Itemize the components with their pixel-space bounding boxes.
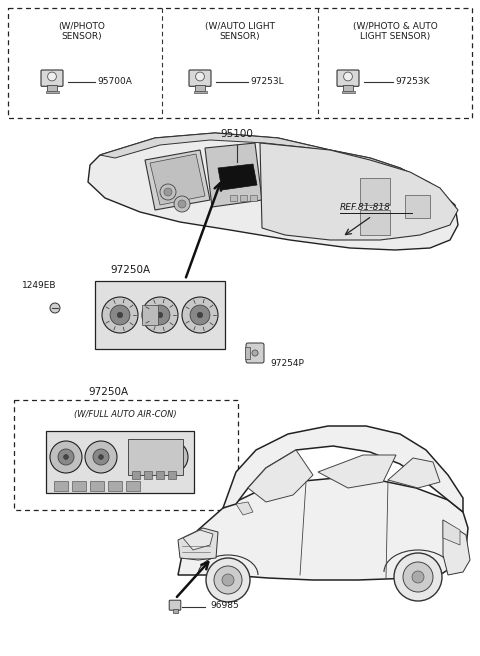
Circle shape (182, 297, 218, 333)
Text: (W/PHOTO
SENSOR): (W/PHOTO SENSOR) (59, 22, 106, 41)
Text: (W/PHOTO & AUTO
LIGHT SENSOR): (W/PHOTO & AUTO LIGHT SENSOR) (353, 22, 437, 41)
Bar (343, 85, 353, 91)
Circle shape (344, 72, 352, 81)
Bar (8, 8, 472, 118)
Polygon shape (443, 520, 460, 545)
Polygon shape (443, 520, 470, 575)
Circle shape (412, 571, 424, 583)
Circle shape (222, 574, 234, 586)
Polygon shape (178, 478, 468, 580)
Circle shape (178, 200, 186, 208)
Text: 97253L: 97253L (250, 77, 284, 87)
Text: 95100: 95100 (221, 129, 253, 139)
Bar (72, 481, 86, 491)
Polygon shape (218, 164, 257, 190)
FancyBboxPatch shape (230, 163, 244, 174)
Text: 97250A: 97250A (110, 265, 150, 275)
Circle shape (142, 297, 178, 333)
Bar (234, 174, 240, 178)
Circle shape (157, 312, 163, 318)
FancyBboxPatch shape (169, 600, 181, 610)
Circle shape (174, 196, 190, 212)
Circle shape (214, 566, 242, 594)
Circle shape (117, 312, 123, 318)
Circle shape (196, 72, 204, 81)
Circle shape (156, 441, 188, 473)
Bar (108, 481, 122, 491)
FancyBboxPatch shape (246, 343, 264, 363)
Circle shape (190, 305, 210, 325)
Polygon shape (100, 133, 430, 183)
Circle shape (48, 72, 57, 81)
Circle shape (63, 455, 69, 459)
Bar (250, 195, 257, 201)
Text: 97250A: 97250A (88, 387, 128, 397)
Circle shape (197, 312, 203, 318)
Circle shape (252, 350, 258, 356)
Circle shape (164, 449, 180, 465)
Polygon shape (223, 426, 463, 512)
Text: 1249EB: 1249EB (22, 281, 57, 289)
Bar (173, 609, 178, 613)
Circle shape (403, 562, 433, 592)
Bar (142, 305, 158, 325)
Bar (195, 85, 205, 91)
Text: 95700A: 95700A (97, 77, 132, 87)
FancyBboxPatch shape (189, 70, 211, 87)
Bar (240, 195, 247, 201)
Text: REF.81-818: REF.81-818 (340, 203, 391, 213)
Polygon shape (205, 143, 262, 207)
Polygon shape (150, 154, 205, 205)
Circle shape (160, 184, 176, 200)
Bar (245, 347, 250, 359)
Circle shape (150, 305, 170, 325)
Polygon shape (183, 530, 213, 550)
Bar (90, 481, 104, 491)
Bar (360, 178, 390, 205)
Bar (46, 431, 194, 493)
Bar (168, 471, 176, 479)
Bar (230, 195, 237, 201)
Polygon shape (88, 133, 458, 250)
Bar (46, 91, 60, 93)
Circle shape (98, 455, 103, 459)
Circle shape (50, 303, 60, 313)
Circle shape (93, 449, 109, 465)
Polygon shape (236, 502, 253, 515)
Bar (156, 471, 164, 479)
Bar (405, 195, 430, 218)
Bar (128, 439, 183, 475)
Text: (W/FULL AUTO AIR-CON): (W/FULL AUTO AIR-CON) (74, 411, 176, 419)
Polygon shape (260, 143, 458, 240)
Circle shape (394, 553, 442, 601)
Circle shape (58, 449, 74, 465)
Circle shape (164, 188, 172, 196)
Polygon shape (388, 458, 440, 488)
FancyBboxPatch shape (337, 70, 359, 87)
Bar (14, 400, 238, 510)
Bar (132, 471, 140, 479)
Bar (342, 91, 355, 93)
Text: 97254P: 97254P (270, 358, 304, 367)
Text: 97253K: 97253K (395, 77, 430, 87)
Polygon shape (318, 455, 396, 488)
Bar (95, 281, 225, 349)
Bar (194, 91, 207, 93)
Text: (W/AUTO LIGHT
SENSOR): (W/AUTO LIGHT SENSOR) (205, 22, 275, 41)
Bar (47, 85, 57, 91)
Polygon shape (248, 450, 313, 502)
FancyBboxPatch shape (41, 70, 63, 87)
Polygon shape (178, 528, 218, 560)
Text: 96985: 96985 (210, 600, 239, 609)
Polygon shape (145, 150, 210, 210)
Circle shape (102, 297, 138, 333)
Bar (360, 210, 390, 235)
Circle shape (110, 305, 130, 325)
Circle shape (206, 558, 250, 602)
Circle shape (85, 441, 117, 473)
Circle shape (50, 441, 82, 473)
Bar (54, 481, 68, 491)
Bar (144, 471, 152, 479)
Bar (126, 481, 140, 491)
